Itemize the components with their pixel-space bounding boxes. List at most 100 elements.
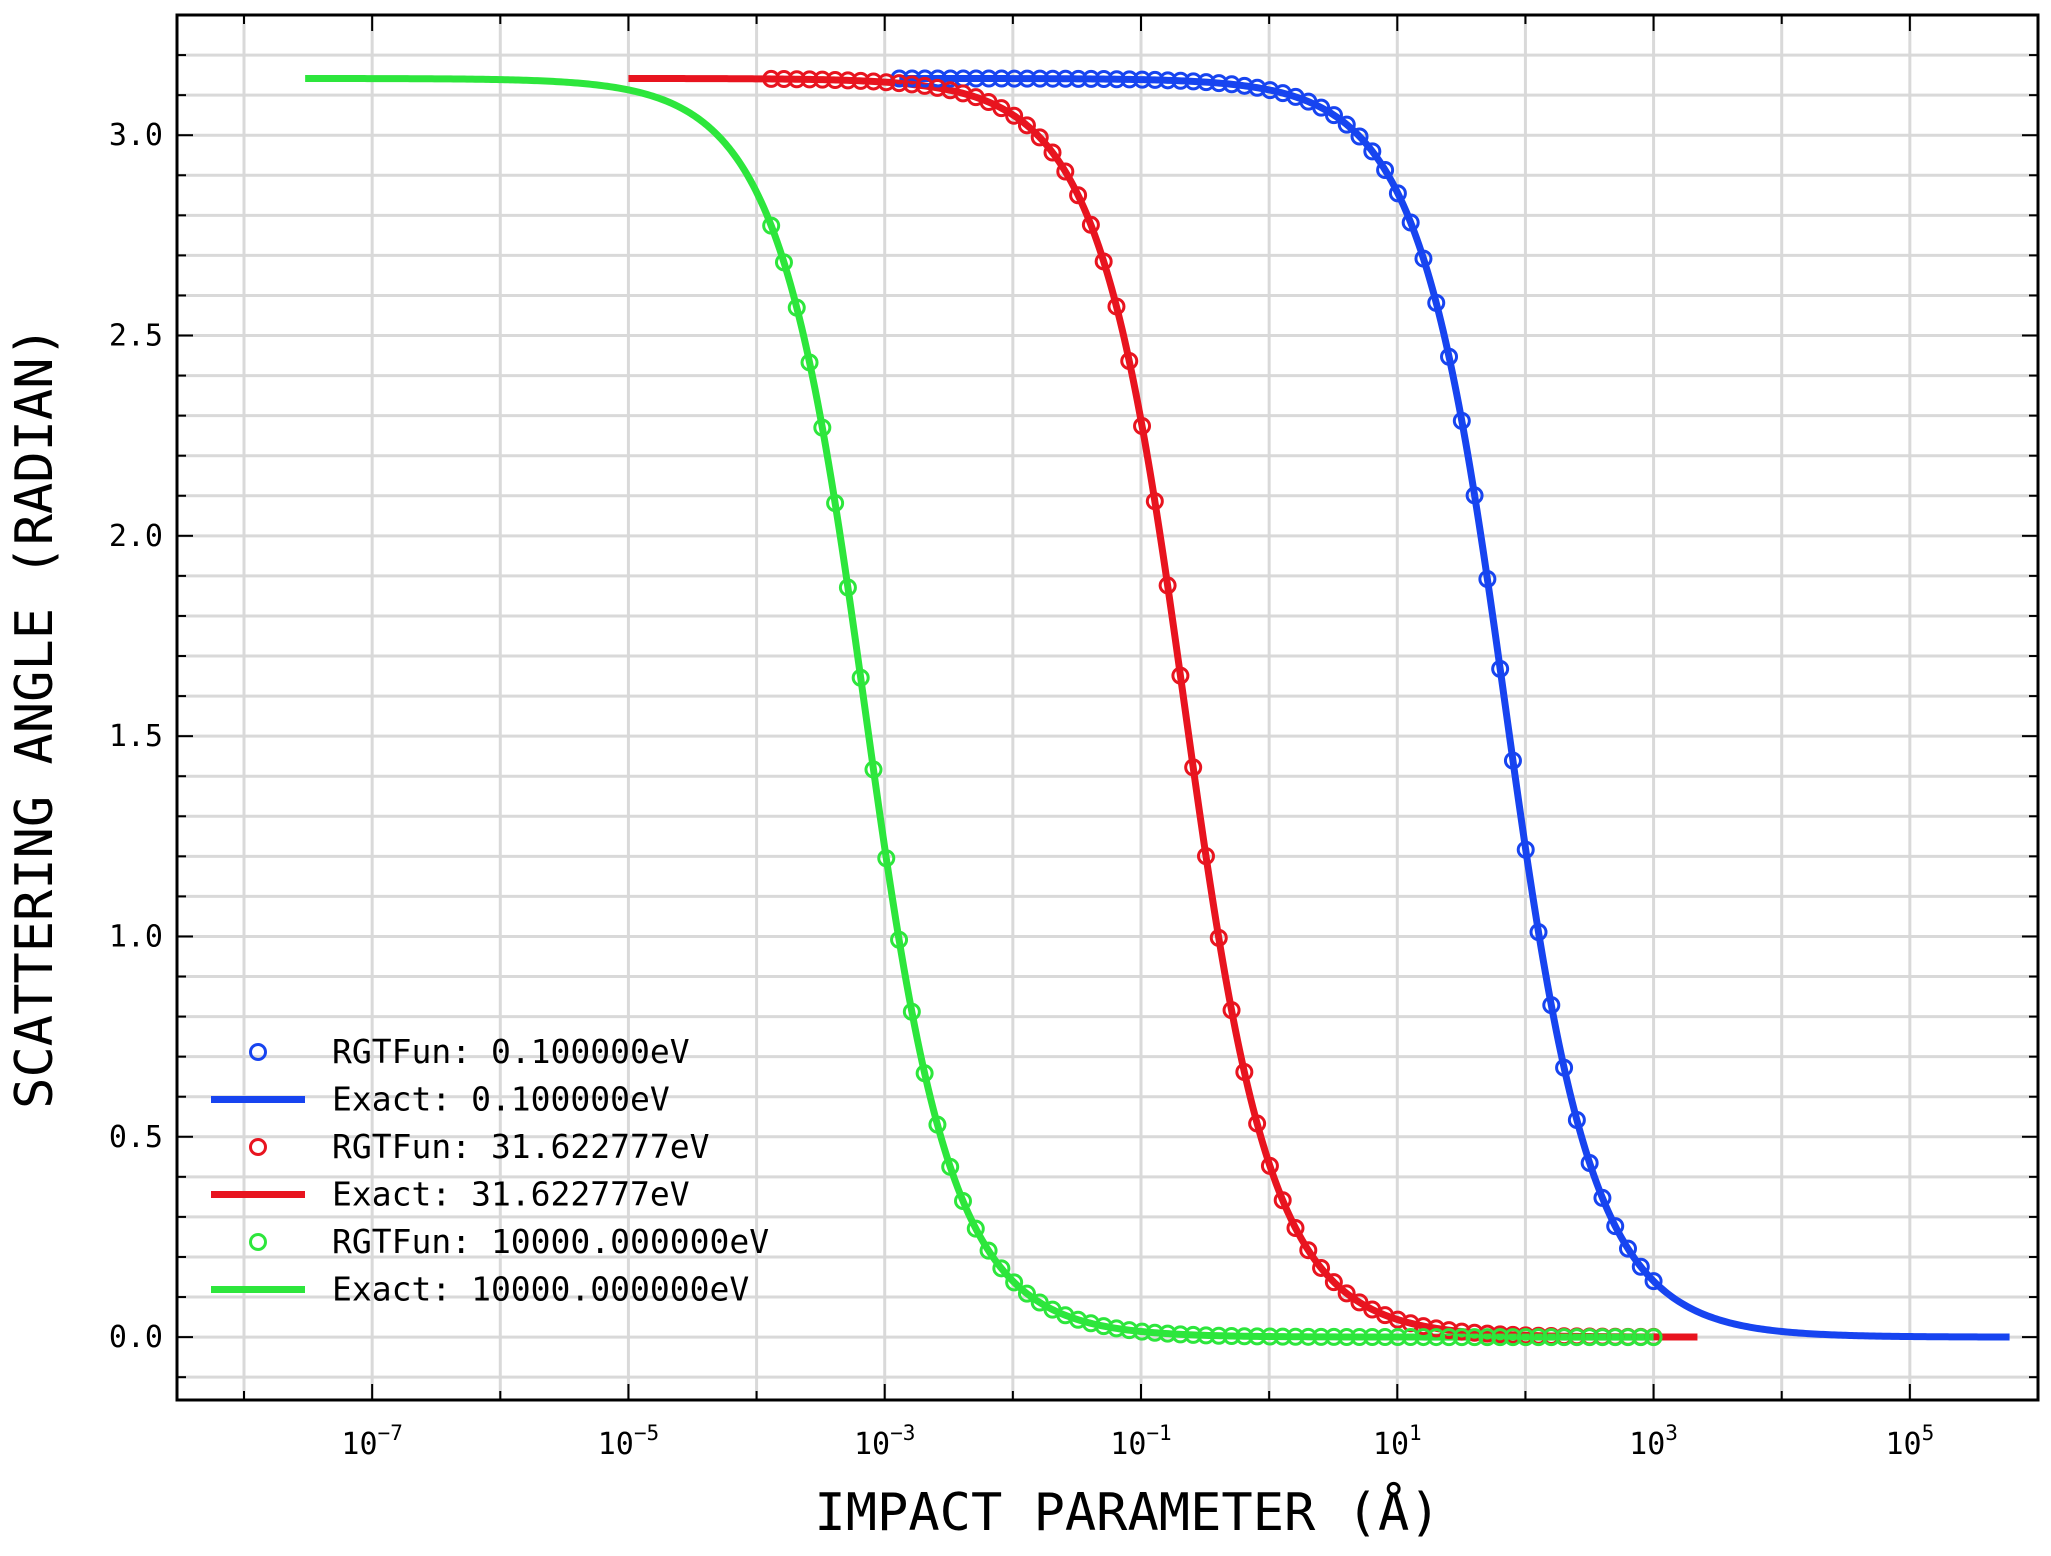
series-marker <box>967 69 986 88</box>
series-marker <box>1094 1317 1113 1336</box>
series-marker <box>1069 69 1088 88</box>
legend-marker <box>249 1233 267 1251</box>
series-marker <box>1017 1284 1036 1303</box>
series-marker <box>1235 1062 1254 1081</box>
series-marker <box>1503 751 1522 770</box>
series-marker <box>1567 1111 1586 1130</box>
series-marker <box>1107 297 1126 316</box>
series-marker <box>890 930 909 949</box>
series-marker <box>1171 1325 1190 1344</box>
series-marker <box>1209 74 1228 93</box>
x-tick-label: 103 <box>1629 1421 1678 1462</box>
series-marker <box>1222 75 1241 94</box>
series-marker <box>1094 252 1113 271</box>
series-marker <box>838 578 857 597</box>
series-marker <box>966 1219 985 1238</box>
series-marker <box>1324 1273 1343 1292</box>
series-marker <box>1248 1114 1267 1133</box>
x-tick-label: 101 <box>1373 1421 1422 1462</box>
series-marker <box>762 216 781 235</box>
series-marker <box>1120 352 1139 371</box>
y-tick-label: 0.0 <box>109 1320 163 1355</box>
legend-marker <box>249 1138 267 1156</box>
series-marker <box>1069 186 1088 205</box>
series-marker <box>1644 1272 1663 1291</box>
x-tick-label: 105 <box>1885 1421 1934 1462</box>
series-marker <box>864 760 883 779</box>
series-marker <box>1427 293 1446 312</box>
series-marker <box>1606 1328 1625 1347</box>
series-marker <box>1644 1328 1663 1347</box>
legend-label: Exact: 0.100000eV <box>332 1080 670 1119</box>
series-marker <box>762 69 781 88</box>
series-marker <box>826 70 845 89</box>
series-marker <box>941 1157 960 1176</box>
series-marker <box>1081 215 1100 234</box>
series-marker <box>1427 1328 1446 1347</box>
series-marker <box>813 70 832 89</box>
series-marker <box>1478 570 1497 589</box>
series-marker <box>1542 996 1561 1015</box>
series-marker <box>1337 1327 1356 1346</box>
legend-label: RGTFun: 31.622777eV <box>332 1127 710 1166</box>
series-marker <box>1452 1328 1471 1347</box>
series-marker <box>1555 1058 1574 1077</box>
series-marker <box>1376 1328 1395 1347</box>
series-marker <box>1555 1328 1574 1347</box>
series-marker <box>1120 1321 1139 1340</box>
series-marker <box>1184 758 1203 777</box>
series-marker <box>1631 1328 1650 1347</box>
series-marker <box>1235 1327 1254 1346</box>
series-marker <box>1005 1273 1024 1292</box>
series-marker <box>992 99 1011 118</box>
series-marker <box>1312 98 1331 117</box>
series-marker <box>928 69 947 88</box>
y-tick-label: 0.5 <box>109 1120 163 1155</box>
series-marker <box>1043 143 1062 162</box>
series-marker <box>928 1115 947 1134</box>
series-marker <box>1081 1314 1100 1333</box>
series-marker <box>1005 69 1024 88</box>
series-marker <box>1248 78 1267 97</box>
y-tick-label: 1.5 <box>109 719 163 754</box>
series-marker <box>1235 76 1254 95</box>
series-marker <box>826 494 845 513</box>
series-marker <box>1133 416 1152 435</box>
series-marker <box>1401 213 1420 232</box>
series-marker <box>1056 69 1075 88</box>
series-marker <box>1222 1326 1241 1345</box>
legend-label: RGTFun: 0.100000eV <box>332 1032 690 1071</box>
series-marker <box>1043 69 1062 88</box>
series-marker <box>1478 1328 1497 1347</box>
series-marker <box>1312 1258 1331 1277</box>
y-axis-title: SCATTERING ANGLE (RADIAN) <box>5 326 65 1109</box>
series-marker <box>1388 184 1407 203</box>
series-marker <box>890 74 909 93</box>
series-marker <box>1299 1241 1318 1260</box>
series-marker <box>774 253 793 272</box>
series-marker <box>877 73 896 92</box>
series-marker <box>1567 1328 1586 1347</box>
series-marker <box>1465 486 1484 505</box>
series-marker <box>1363 142 1382 161</box>
series-marker <box>1273 1327 1292 1346</box>
series-marker <box>1350 127 1369 146</box>
series-marker <box>1414 1328 1433 1347</box>
series-marker <box>800 70 819 89</box>
series-marker <box>941 69 960 88</box>
series-marker <box>1491 1328 1510 1347</box>
x-tick-label: 10−3 <box>854 1421 915 1462</box>
series-marker <box>1593 1188 1612 1207</box>
plot-series <box>304 69 2011 1347</box>
series-marker <box>1401 1328 1420 1347</box>
series-marker <box>1133 70 1152 89</box>
series-marker <box>787 70 806 89</box>
plot-frame <box>175 13 2040 1402</box>
series-marker <box>1018 69 1037 88</box>
series-marker <box>1324 106 1343 125</box>
series-marker <box>954 1192 973 1211</box>
series-marker <box>1606 1217 1625 1236</box>
series-marker <box>1145 70 1164 89</box>
series-marker <box>1120 70 1139 89</box>
